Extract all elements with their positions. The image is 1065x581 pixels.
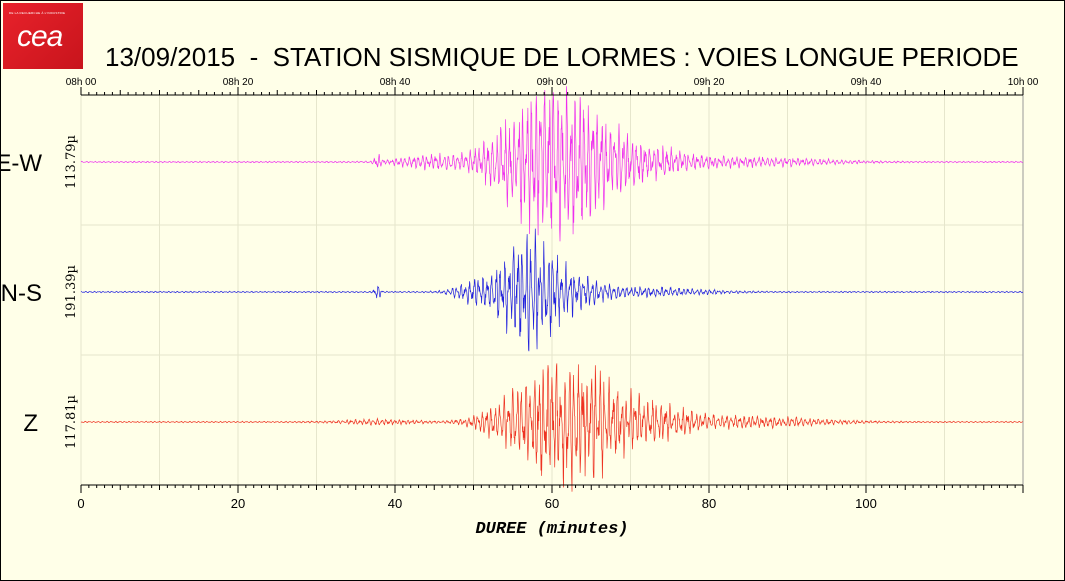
logo-tagline: DE LA RECHERCHE À L'INDUSTRIE [9,11,66,15]
top-tick-label: 08h 40 [380,77,411,88]
bottom-tick-label: 0 [77,496,84,511]
axes [80,87,1024,493]
channel-scale-label: 191.39µ [64,265,79,319]
bottom-tick-label: 100 [855,496,877,511]
top-tick-label: 08h 20 [223,77,254,88]
channel-label: N-S [1,280,42,307]
channel-label: E-W [0,150,42,177]
bottom-tick-label: 20 [231,496,245,511]
top-tick-label: 09h 40 [851,77,882,88]
cea-logo: DE LA RECHERCHE À L'INDUSTRIE cea [3,3,83,69]
channel-scale-label: 117.81µ [64,395,79,449]
bottom-tick-label: 60 [545,496,559,511]
top-tick-label: 09h 00 [537,77,568,88]
bottom-tick-label: 80 [702,496,716,511]
top-tick-label: 08h 00 [66,77,97,88]
labels: 08h 00 08h 20 08h 40 09h 00 09h 20 09h 40 10h … [0,77,1039,539]
x-axis-label: DUREE (minutes) [475,520,628,539]
top-tick-label: 10h 00 [1008,77,1039,88]
channel-label: Z [23,410,38,437]
traces [80,86,1024,492]
bottom-tick-label: 40 [388,496,402,511]
trace-ew [80,86,1023,242]
chart-title: 13/09/2015 - STATION SISMIQUE DE LORMES … [105,42,1019,72]
trace-z [80,363,1023,492]
logo-wordmark: cea [17,20,63,53]
top-tick-label: 09h 20 [694,77,725,88]
channel-scale-label: 113.79µ [64,135,79,189]
trace-ns [80,228,1024,352]
